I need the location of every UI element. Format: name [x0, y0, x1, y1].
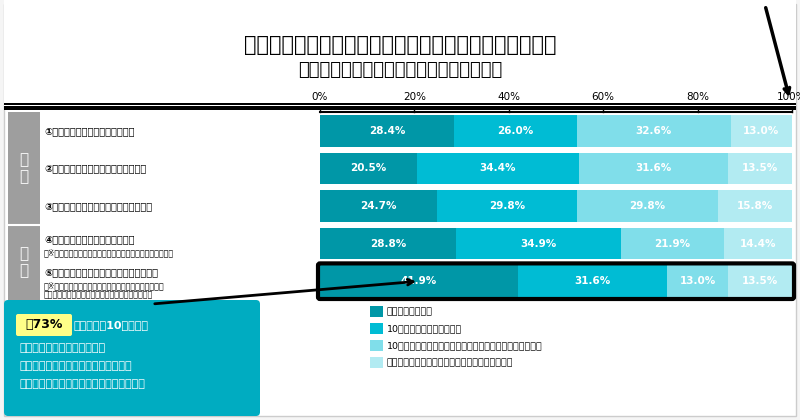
Text: 29.8%: 29.8%: [630, 201, 666, 211]
Text: そもそも実施する必要があることを知らなかった: そもそも実施する必要があることを知らなかった: [387, 359, 514, 368]
Bar: [417, 152, 579, 184]
Bar: [370, 340, 383, 351]
Text: 32.6%: 32.6%: [635, 126, 672, 136]
Text: 28.8%: 28.8%: [370, 239, 406, 249]
Text: 社
外: 社 外: [19, 246, 29, 278]
Text: 31.6%: 31.6%: [635, 163, 672, 173]
Bar: [4, 106, 796, 110]
Text: の回答者が10月までに: の回答者が10月までに: [74, 320, 149, 330]
Bar: [320, 225, 792, 262]
Text: ⑤ステマ規制への抄触リスクに関する確認: ⑤ステマ規制への抄触リスクに関する確認: [44, 267, 158, 277]
Text: 21.9%: 21.9%: [654, 239, 690, 249]
Bar: [437, 190, 578, 222]
Text: 60%: 60%: [592, 92, 614, 102]
Text: 34.9%: 34.9%: [520, 239, 557, 249]
Text: ②ステマ規制に関する勉強会等の整備: ②ステマ規制に関する勉強会等の整備: [44, 163, 146, 173]
Text: インフルエンサーの投稿や、: インフルエンサーの投稿や、: [20, 343, 106, 353]
FancyBboxPatch shape: [4, 300, 260, 416]
Text: 100%: 100%: [778, 92, 800, 102]
Text: 20.5%: 20.5%: [350, 163, 386, 173]
Text: 社
内: 社 内: [19, 152, 29, 185]
Bar: [320, 190, 437, 222]
Bar: [320, 152, 417, 184]
Text: 24.7%: 24.7%: [360, 201, 397, 211]
Text: 41.9%: 41.9%: [401, 276, 437, 286]
Bar: [8, 225, 40, 300]
Bar: [667, 265, 728, 297]
Text: ステマ規制への抄触有無の確認を実施予定: ステマ規制への抄触有無の確認を実施予定: [20, 379, 146, 389]
Text: ④ステマ規制に関する共有・周知: ④ステマ規制に関する共有・周知: [44, 234, 134, 244]
Bar: [320, 115, 454, 147]
Text: 14.4%: 14.4%: [740, 239, 776, 249]
Text: 26.0%: 26.0%: [498, 126, 534, 136]
Bar: [320, 265, 518, 297]
Bar: [728, 265, 792, 297]
Text: （※＝インフルエンサーやアフィリエイターへの共有など）: （※＝インフルエンサーやアフィリエイターへの共有など）: [44, 248, 174, 257]
Text: 13.0%: 13.0%: [679, 276, 716, 286]
Bar: [370, 323, 383, 334]
Bar: [320, 228, 456, 260]
Text: 40%: 40%: [498, 92, 520, 102]
Bar: [718, 190, 793, 222]
Bar: [518, 265, 667, 297]
Bar: [621, 228, 724, 260]
Text: 0%: 0%: [312, 92, 328, 102]
Text: 13.5%: 13.5%: [742, 163, 778, 173]
Bar: [370, 306, 383, 317]
Text: 29.8%: 29.8%: [489, 201, 525, 211]
Text: 既に実施している: 既に実施している: [387, 307, 433, 317]
Bar: [4, 103, 796, 105]
Text: 10月までに実施予定である: 10月までに実施予定である: [387, 325, 462, 333]
Text: ③ステマ規制のガイドライン作成・運用: ③ステマ規制のガイドライン作成・運用: [44, 201, 152, 211]
FancyBboxPatch shape: [16, 314, 72, 336]
Bar: [454, 115, 577, 147]
Text: 終73%: 終73%: [26, 318, 62, 331]
Bar: [728, 152, 792, 184]
Bar: [320, 187, 792, 225]
Bar: [370, 357, 383, 368]
Text: 15.8%: 15.8%: [737, 201, 774, 211]
Text: （どのような対策を実施していますか？）: （どのような対策を実施していますか？）: [298, 61, 502, 79]
Text: 31.6%: 31.6%: [574, 276, 610, 286]
Text: 13.0%: 13.0%: [743, 126, 779, 136]
Text: 10月までに実施予定であるが、実施方法が決まっていない: 10月までに実施予定であるが、実施方法が決まっていない: [387, 341, 542, 351]
Bar: [456, 228, 621, 260]
Bar: [320, 262, 792, 300]
Text: （※＝インフルエンサー投稿やアフィリエイター記事が: （※＝インフルエンサー投稿やアフィリエイター記事が: [44, 281, 165, 290]
Bar: [8, 112, 40, 225]
Text: ステマ規制に抄触していないか確認する作業など）: ステマ規制に抄触していないか確認する作業など）: [44, 290, 154, 299]
Bar: [320, 112, 792, 150]
Bar: [577, 115, 730, 147]
Text: 34.4%: 34.4%: [480, 163, 516, 173]
Bar: [578, 190, 718, 222]
Text: 勤務先のステマ規制対策内容についてのアンケート結果: 勤務先のステマ規制対策内容についてのアンケート結果: [244, 35, 556, 55]
Text: 80%: 80%: [686, 92, 709, 102]
Bar: [4, 0, 796, 110]
Bar: [724, 228, 792, 260]
Text: 13.5%: 13.5%: [742, 276, 778, 286]
Bar: [730, 115, 792, 147]
Bar: [320, 150, 792, 187]
Text: アフィリエイターの公開記事に対し、: アフィリエイターの公開記事に対し、: [20, 361, 133, 371]
Bar: [579, 152, 728, 184]
Text: ①ステマ規制に関する共有・周知: ①ステマ規制に関する共有・周知: [44, 126, 134, 136]
Text: 20%: 20%: [403, 92, 426, 102]
Text: 28.4%: 28.4%: [369, 126, 406, 136]
